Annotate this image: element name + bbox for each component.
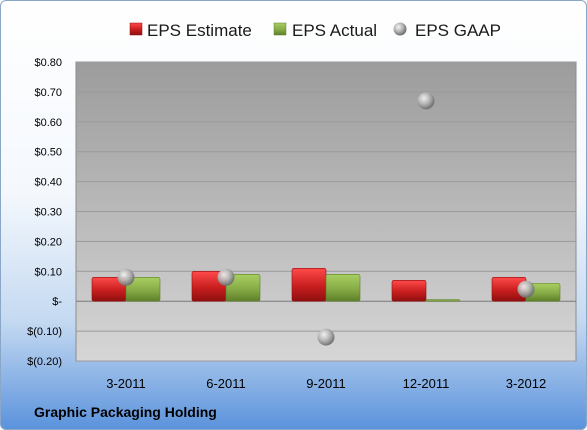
x-tick-label: 3-2011 <box>106 376 146 391</box>
point-eps-gaap-12-2011 <box>417 92 435 110</box>
bar-eps-actual-3-2011 <box>125 276 161 302</box>
x-tick-label: 3-2012 <box>506 376 546 391</box>
legend-marker-eps-actual <box>273 22 287 36</box>
point-eps-gaap-6-2011 <box>217 268 235 286</box>
bar-eps-actual-12-2011 <box>425 299 461 302</box>
legend-marker-eps-gaap <box>393 22 407 36</box>
point-eps-gaap-9-2011 <box>317 328 335 346</box>
legend-label-eps-gaap: EPS GAAP <box>415 21 501 40</box>
x-tick-label: 12-2011 <box>403 376 450 391</box>
y-tick-label: $0.10 <box>34 266 62 278</box>
legend-label-eps-actual: EPS Actual <box>292 21 377 40</box>
y-tick-label: $0.50 <box>34 147 62 159</box>
y-tick-label: $0.80 <box>34 57 62 69</box>
gaap-points <box>117 92 535 346</box>
point-eps-gaap-3-2012 <box>517 280 535 298</box>
legend-marker-eps-estimate <box>129 22 143 36</box>
y-tick-label: $0.60 <box>34 117 62 129</box>
y-tick-label: $(0.20) <box>27 356 62 368</box>
y-tick-label: $- <box>52 296 62 308</box>
bars <box>91 268 561 302</box>
bar-eps-estimate-9-2011 <box>291 268 327 302</box>
bar-eps-actual-9-2011 <box>325 273 361 302</box>
company-label: Graphic Packaging Holding <box>34 404 217 420</box>
x-axis-ticks: 3-2011 6-2011 9-2011 12-2011 3-2012 <box>106 376 546 391</box>
x-tick-label: 6-2011 <box>206 376 246 391</box>
bar-eps-actual-6-2011 <box>225 273 261 302</box>
bar-eps-estimate-12-2011 <box>391 279 427 302</box>
y-tick-label: $0.30 <box>34 207 62 219</box>
legend-label-eps-estimate: EPS Estimate <box>147 21 252 40</box>
legend: EPS Estimate EPS Actual EPS GAAP <box>129 21 501 40</box>
y-tick-label: $0.20 <box>34 236 62 248</box>
y-tick-label: $0.70 <box>34 87 62 99</box>
y-tick-label: $0.40 <box>34 177 62 189</box>
x-tick-label: 9-2011 <box>306 376 346 391</box>
y-tick-label: $(0.10) <box>27 326 62 338</box>
y-axis-ticks: $0.80 $0.70 $0.60 $0.50 $0.40 $0.30 $0.20 $0.10… <box>27 57 62 368</box>
point-eps-gaap-3-2011 <box>117 268 135 286</box>
